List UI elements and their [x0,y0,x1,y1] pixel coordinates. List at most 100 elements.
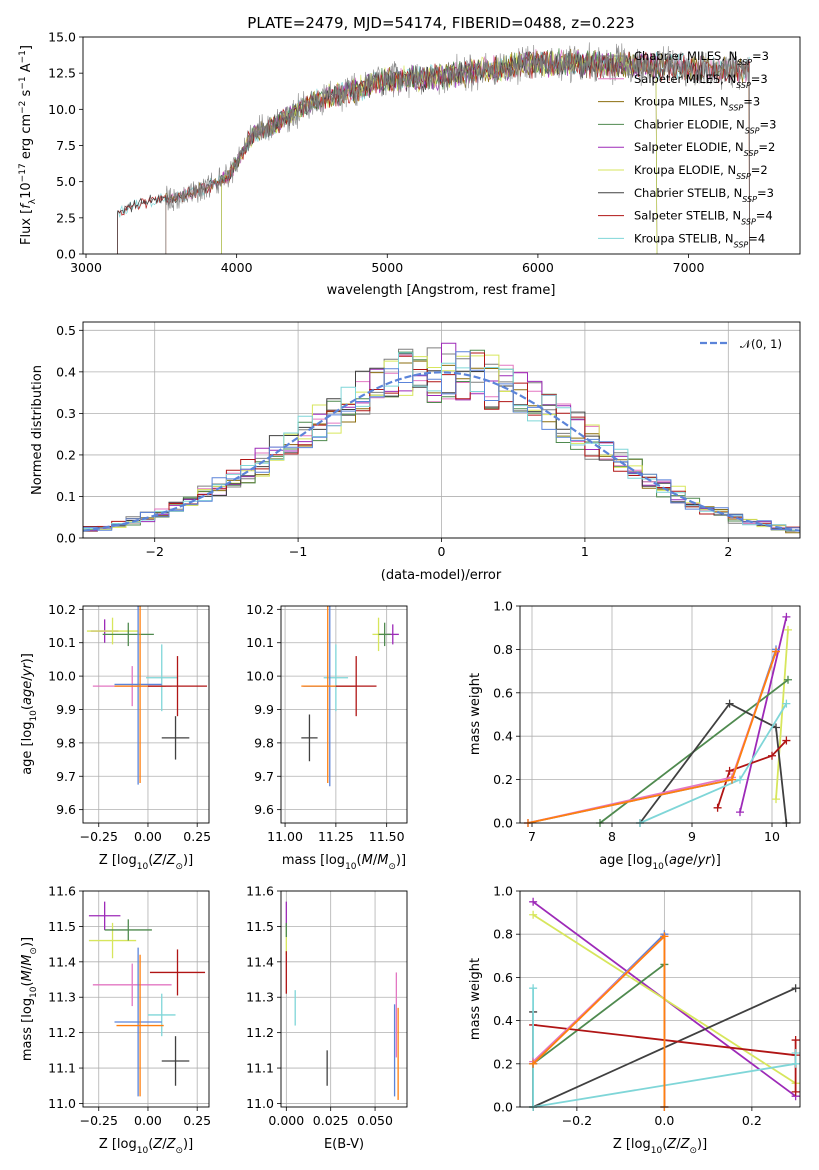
mass-weight-vs-age-x-label: age [log10(age/yr)] [599,853,721,872]
label-part: 10 [137,1146,149,1156]
plus-marker [791,1036,800,1045]
y-tick-label: 0.3 [56,406,76,421]
plus-marker [529,1059,538,1068]
label-part: )] [183,1137,193,1152]
label-part: ( [20,981,35,986]
label-part: A [19,63,34,76]
legend-count: =3 [743,95,760,109]
errorbar-point-3 [102,622,154,647]
label-part: M [20,955,35,966]
label-part: erg cm [19,114,34,163]
legend-sub: SSP [745,126,760,135]
label-part: / [373,853,378,868]
y-tick-label: 10.0 [48,102,76,117]
y-tick-label: 11.5 [48,919,76,934]
label-part: −2 [18,101,28,114]
plus-marker [529,910,538,919]
label-part: −17 [18,163,28,182]
y-tick-label: 1.0 [493,599,513,614]
spectrum-y-label: Flux [fλ10−17 erg cm−2 s−1 A−1] [18,45,38,245]
label-part: M [377,853,388,868]
label-part: / [676,1137,681,1152]
legend-entry: Salpeter ELODIE, NSSP=2 [634,140,775,158]
panel-8-lines [529,897,800,1111]
label-part: Z [log [99,853,137,868]
histogram-x-label: (data-model)/error [381,568,502,583]
errorbar-point-7 [116,954,164,1097]
spectrum-series-1 [165,42,750,254]
y-tick-label: 10.2 [246,602,274,617]
label-part: ( [148,853,153,868]
y-tick-label: 2.5 [56,210,76,225]
legend-count: =2 [758,140,775,154]
label-part: age [669,853,693,868]
mass-weight-line [532,934,666,1107]
x-tick-label: 3000 [70,260,102,275]
label-part: M [20,970,35,981]
label-part: s [19,89,34,100]
legend-text: Kroupa STELIB, N [634,231,734,245]
mass-weight-vs-age-y-label: mass weight [468,673,483,755]
legend-text: Salpeter ELODIE, N [634,140,744,154]
legend-count: =2 [751,163,768,177]
plus-marker [736,775,744,784]
y-tick-label: 0.8 [493,927,513,942]
panel-3-axes: −0.25 0.00 0.25 9.6 9.7 9.8 9.9 10.0 10.1 10.2 [48,602,211,844]
legend-sub: SSP [736,172,751,181]
plus-marker [791,1049,800,1057]
y-tick-label: 0.0 [493,1100,513,1115]
plus-marker [784,625,792,634]
panel-2-axes: −2 −1 0 1 2 0.0 0.1 0.2 0.3 0.4 0.5 [56,322,800,559]
label-part: / [162,1137,167,1152]
y-tick-label: 9.6 [56,802,76,817]
y-tick-label: 0.6 [493,970,513,985]
y-tick-label: 9.8 [254,735,274,750]
label-part: / [20,965,35,970]
y-tick-label: 7.5 [56,138,76,153]
label-part: age [log [20,722,35,775]
y-tick-label: 10.0 [48,669,76,684]
mass-vs-z-x-label: Z [log10(Z/Z⊙)] [99,1137,193,1156]
errorbar-point-5 [147,993,176,1037]
label-part: M [362,853,373,868]
plus-marker [768,751,776,760]
panel-6-frame [82,890,210,1108]
y-tick-label: 10.0 [246,669,274,684]
mass-weight-line [639,702,788,824]
panel-7-plot-area [285,901,399,1100]
panel-3-frame [82,605,210,824]
panel-5-frame [519,605,801,824]
label-part: 10 [651,1146,663,1156]
x-tick-label: −0.2 [562,1113,592,1128]
y-tick-label: 10.1 [246,635,274,650]
plus-marker [728,775,736,784]
errorbar-point-4 [92,963,172,1007]
y-tick-label: 9.9 [254,702,274,717]
histogram-y-label: Normed distribution [30,365,45,495]
plus-marker [772,795,780,804]
label-part: Z [log [99,1137,137,1152]
y-tick-label: 0.4 [493,1013,513,1028]
errorbar-point-8 [149,949,206,996]
y-tick-label: 9.8 [56,735,76,750]
errorbar-point-9 [161,1036,190,1086]
plus-marker [660,932,669,941]
errorbar-point-3 [378,622,391,647]
x-tick-label: 1 [581,544,589,559]
y-tick-label: 0.2 [493,1056,513,1071]
label-part: Z [152,1137,163,1152]
age-vs-z-x-label: Z [log10(Z/Z⊙)] [99,853,193,872]
y-tick-label: 9.6 [254,802,274,817]
legend-sub: SSP [729,103,744,112]
x-tick-label: 7 [528,829,536,844]
histogram-legend: 𝒩(0, 1) [700,337,782,351]
panel-8-frame [519,890,801,1108]
spectrum-title: PLATE=2479, MJD=54174, FIBERID=0488, z=0… [247,14,634,32]
x-tick-label: 8 [608,829,616,844]
y-tick-label: 0.5 [56,323,76,338]
y-tick-label: 0.0 [56,531,76,546]
y-tick-label: 11.1 [48,1061,76,1076]
normal-reference-curve [83,371,800,532]
legend-sub: SSP [734,240,749,249]
